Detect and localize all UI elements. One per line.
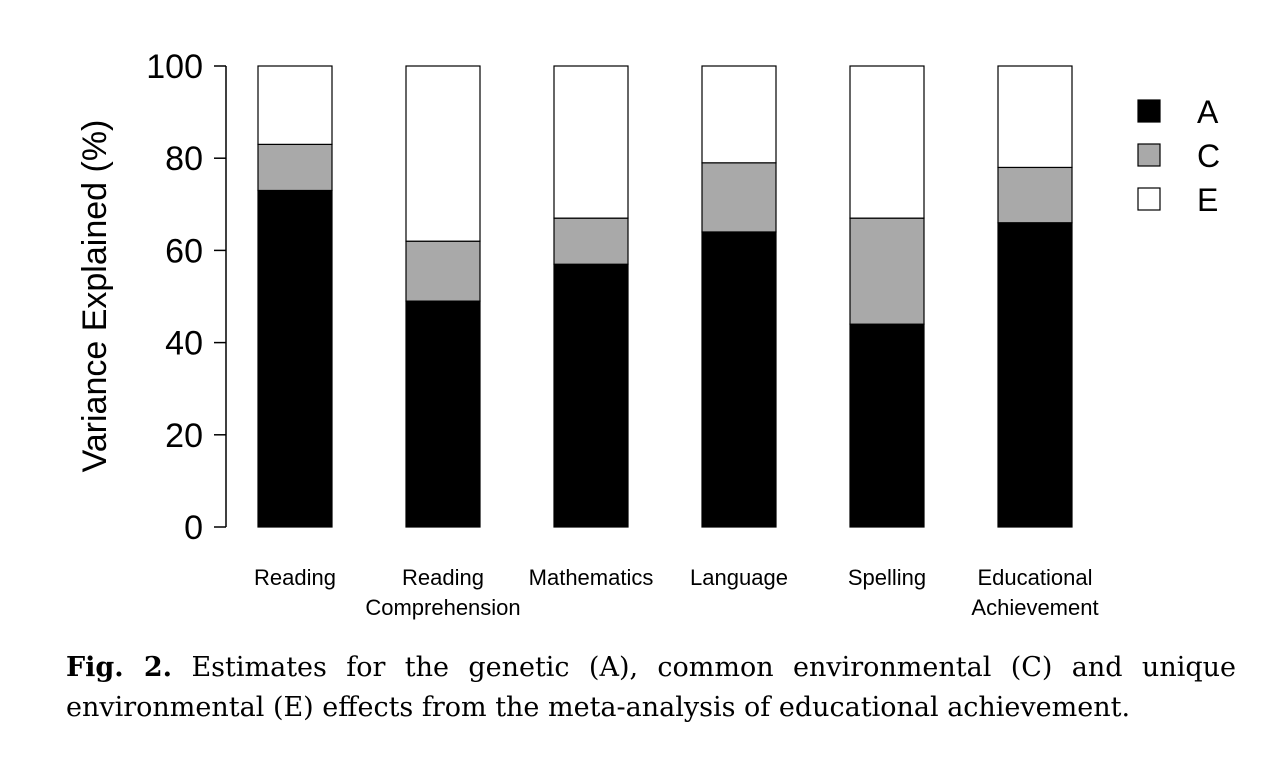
- legend-label: A: [1197, 94, 1219, 130]
- legend-label: E: [1197, 182, 1218, 218]
- bar-segment: [257, 189, 333, 528]
- bar-segment: [405, 240, 481, 302]
- bar-segment: [405, 300, 481, 528]
- y-tick-label: 0: [184, 509, 203, 547]
- x-category-label-line: Language: [690, 565, 788, 590]
- bar-segment: [997, 222, 1073, 528]
- stacked-bar-chart: 0 20 40 60 80 100 Reading Reading Comprehension…: [76, 48, 1220, 620]
- bar-segment: [997, 65, 1073, 169]
- y-tick-label: 20: [165, 417, 203, 455]
- x-category-label-line: Spelling: [848, 565, 926, 590]
- y-tick-label: 100: [146, 48, 203, 86]
- x-category-label-line: Educational: [978, 565, 1093, 590]
- bar-segment: [553, 217, 629, 265]
- bar-segment: [257, 143, 333, 192]
- legend-swatch: [1137, 143, 1161, 167]
- x-category-label-line: Comprehension: [365, 595, 520, 620]
- legend-swatch: [1137, 187, 1161, 211]
- x-category-label-line: Reading: [402, 565, 484, 590]
- y-axis-title: Variance Explained (%): [76, 120, 114, 473]
- bar-segment: [997, 166, 1073, 224]
- y-tick-label: 40: [165, 325, 203, 363]
- bar-segment: [849, 217, 925, 325]
- bar-segment: [553, 65, 629, 219]
- y-tick-label: 60: [165, 232, 203, 270]
- figure-caption-text: Estimates for the genetic (A), common en…: [66, 652, 1236, 723]
- bar-segment: [257, 65, 333, 145]
- x-category-label-line: Reading: [254, 565, 336, 590]
- x-category-label: Mathematics: [529, 565, 654, 590]
- legend-label: C: [1197, 138, 1220, 174]
- bar-segment: [701, 162, 777, 233]
- y-axis: 0 20 40 60 80 100: [146, 48, 227, 547]
- x-axis-labels: Reading Reading Comprehension Mathematics La…: [254, 565, 1099, 620]
- bar-segment: [849, 323, 925, 528]
- bars: [257, 65, 1073, 528]
- legend-swatch: [1137, 99, 1161, 123]
- bar-segment: [553, 263, 629, 528]
- x-category-label: Spelling: [848, 565, 926, 590]
- x-category-label: Reading Comprehension: [365, 565, 520, 620]
- y-tick-label: 80: [165, 140, 203, 178]
- x-category-label: Language: [690, 565, 788, 590]
- bar-segment: [849, 65, 925, 219]
- bar-segment: [701, 65, 777, 164]
- figure-caption-label: Fig. 2.: [66, 652, 173, 683]
- x-category-label-line: Mathematics: [529, 565, 654, 590]
- legend: ACE: [1137, 94, 1220, 218]
- figure-caption: Fig. 2. Estimates for the genetic (A), c…: [66, 648, 1236, 728]
- x-category-label: Reading: [254, 565, 336, 590]
- bar-segment: [405, 65, 481, 242]
- bar-segment: [701, 231, 777, 528]
- x-category-label-line: Achievement: [971, 595, 1098, 620]
- x-category-label: Educational Achievement: [971, 565, 1098, 620]
